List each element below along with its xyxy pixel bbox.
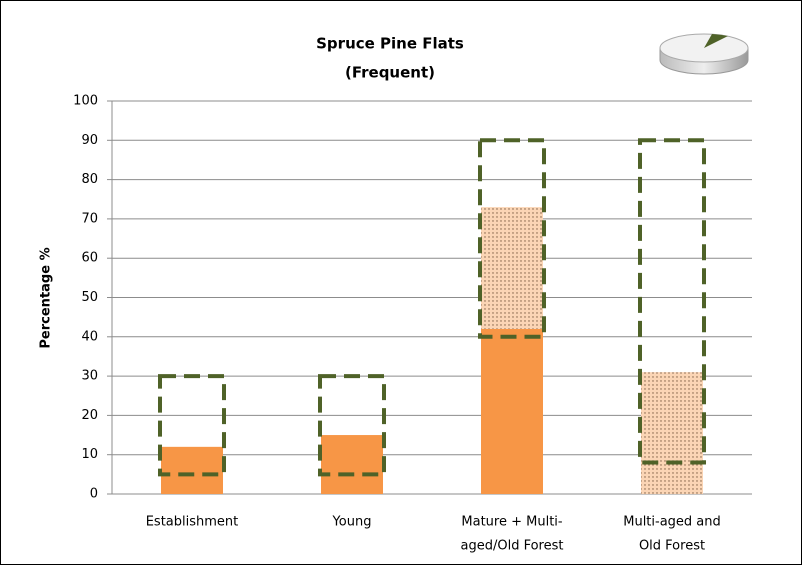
y-tick-label: 20: [81, 408, 98, 423]
y-tick-label: 60: [81, 251, 98, 266]
x-tick-label: Multi-aged and: [623, 515, 721, 530]
y-tick-label: 90: [81, 133, 98, 148]
bar: [481, 207, 543, 329]
x-tick-label: aged/Old Forest: [461, 539, 564, 554]
y-tick-label: 0: [90, 487, 98, 502]
x-tick-label: Young: [332, 515, 372, 530]
bar: [321, 435, 383, 494]
chart-title: (Frequent): [345, 64, 435, 82]
x-tick-label: Mature + Multi-: [461, 515, 563, 530]
y-tick-label: 30: [81, 369, 98, 384]
target-range: [158, 374, 226, 477]
chart-title: Spruce Pine Flats: [316, 35, 464, 53]
bar: [481, 328, 543, 494]
target-range: [638, 138, 706, 465]
y-tick-label: 10: [81, 447, 98, 462]
y-axis-label: Percentage %: [39, 247, 54, 348]
y-tick-label: 70: [81, 211, 98, 226]
pie-icon: [659, 33, 749, 75]
x-tick-label: Establishment: [146, 515, 239, 530]
y-tick-label: 80: [81, 172, 98, 187]
y-tick-label: 100: [73, 94, 98, 109]
target-range: [478, 138, 546, 339]
x-tick-label: Old Forest: [639, 539, 705, 554]
y-tick-label: 50: [81, 290, 98, 305]
bar: [161, 446, 223, 494]
bar: [641, 372, 703, 494]
y-tick-label: 40: [81, 329, 98, 344]
target-range: [318, 374, 386, 477]
